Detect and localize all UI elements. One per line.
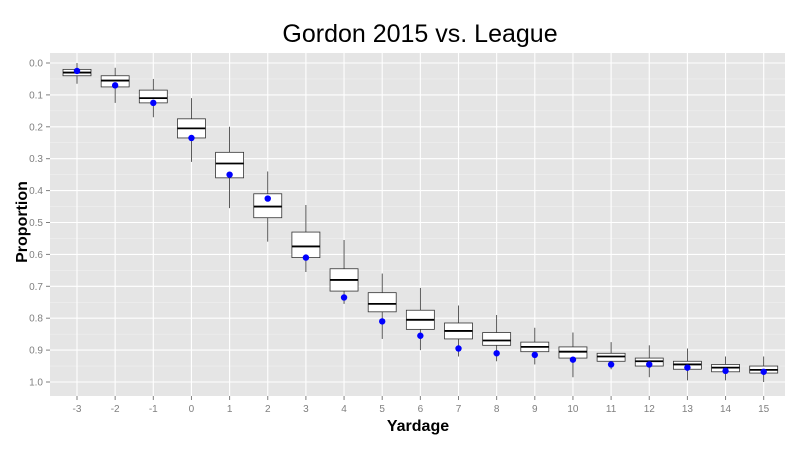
boxplot	[482, 315, 512, 362]
x-tick-label: 15	[758, 404, 770, 415]
x-tick-label: 7	[456, 404, 462, 415]
league-point	[264, 195, 271, 202]
league-point	[607, 361, 615, 368]
y-tick-label: 0.7	[29, 282, 43, 293]
y-tick-label: 0.6	[29, 250, 43, 261]
x-tick-label: 4	[341, 404, 347, 415]
x-tick-label: 1	[227, 404, 233, 415]
x-tick-label: 6	[418, 404, 424, 415]
league-point	[760, 368, 767, 375]
league-point	[73, 67, 81, 75]
boxplot-box	[482, 332, 512, 346]
axis-ticks: 0.0 0.1 0.2 0.3 0.4 0.5 0.6 0.7 0.8 0.9 1.0 -3 -2 -1 0…	[29, 59, 770, 416]
x-tick-label: 9	[532, 404, 538, 415]
league-point	[150, 99, 157, 107]
x-tick-label: 10	[567, 404, 579, 415]
boxplot	[177, 98, 206, 162]
chart-title: Gordon 2015 vs. League	[282, 20, 557, 48]
plot-panel	[50, 53, 785, 396]
x-axis-label: Yardage	[387, 418, 449, 435]
y-tick-label: 0.0	[29, 59, 43, 70]
y-tick-label: 0.9	[29, 346, 43, 357]
boxplot	[405, 287, 435, 351]
boxplot-box	[291, 231, 321, 258]
league-points	[73, 67, 767, 375]
league-point	[340, 294, 348, 301]
x-tick-label: -3	[73, 404, 82, 415]
league-point	[111, 82, 119, 89]
y-tick-label: 1.0	[29, 378, 43, 389]
y-tick-label: 0.1	[29, 90, 43, 101]
boxplot	[596, 342, 626, 370]
y-axis-label: Proportion	[14, 181, 31, 263]
x-tick-label: 5	[379, 404, 385, 415]
league-point	[302, 254, 310, 261]
x-tick-label: 11	[606, 404, 617, 415]
boxplot	[253, 171, 283, 242]
boxplot	[215, 126, 245, 209]
y-tick-label: 0.5	[29, 218, 43, 229]
league-point	[455, 345, 462, 352]
league-point	[569, 356, 577, 363]
league-point	[379, 318, 386, 325]
x-tick-label: 3	[303, 404, 309, 415]
x-tick-label: 14	[720, 404, 732, 415]
x-tick-label: 13	[682, 404, 694, 415]
league-point	[531, 351, 538, 359]
boxplot	[367, 273, 397, 339]
x-tick-label: 12	[644, 404, 656, 415]
x-tick-label: 2	[265, 404, 271, 415]
x-tick-label: 0	[189, 404, 195, 415]
boxplot	[291, 204, 321, 272]
x-tick-label: 8	[494, 404, 500, 415]
grid-lines	[50, 53, 785, 396]
boxplot	[444, 305, 473, 357]
x-tick-label: -2	[111, 404, 120, 415]
x-tick-label: -1	[149, 404, 158, 415]
y-tick-label: 0.8	[29, 314, 43, 325]
boxplot	[138, 78, 168, 118]
league-point	[226, 171, 233, 178]
league-point	[417, 332, 424, 339]
y-tick-label: 0.4	[29, 186, 43, 197]
league-point	[646, 361, 653, 368]
y-tick-label: 0.3	[29, 154, 43, 165]
y-tick-label: 0.2	[29, 122, 43, 133]
league-point	[188, 134, 195, 142]
league-point	[722, 367, 729, 375]
boxplot-box	[367, 292, 397, 313]
league-point	[493, 350, 500, 357]
league-point	[684, 364, 691, 371]
